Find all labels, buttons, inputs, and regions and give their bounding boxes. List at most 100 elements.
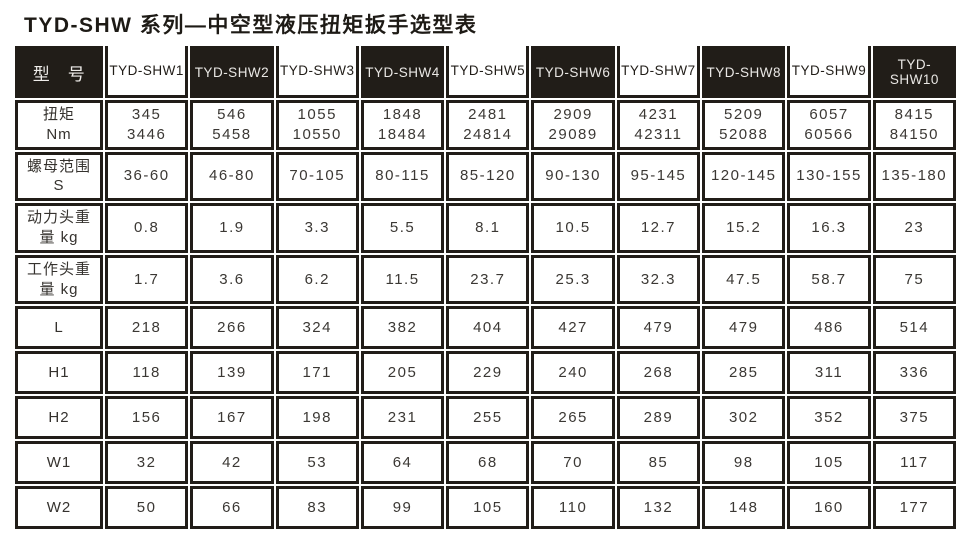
data-cell: 289 <box>616 396 701 440</box>
data-cell: 11.5 <box>360 254 445 305</box>
column-header-tyd-shw2: TYD-SHW2 <box>190 46 274 98</box>
table-row: 螺母范围 S 36-60 46-80 70-105 80-115 85-120 90-130… <box>15 151 956 202</box>
data-cell: 205 <box>360 351 445 395</box>
row-label: W1 <box>15 441 103 485</box>
data-cell: 58.7 <box>787 254 871 305</box>
data-cell: 302 <box>702 396 786 440</box>
table-row: H1 118 139 171 205 229 240 268 285 311 336 <box>15 351 956 395</box>
data-cell: 266 <box>190 306 274 350</box>
data-cell: 130-155 <box>787 151 871 202</box>
table-row: H2 156 167 198 231 255 265 289 302 352 375 <box>15 396 956 440</box>
data-cell: 546 5458 <box>190 100 274 150</box>
data-cell: 99 <box>360 486 445 530</box>
data-cell: 167 <box>190 396 274 440</box>
data-cell: 85 <box>616 441 701 485</box>
table-row: 工作头重 量 kg 1.7 3.6 6.2 11.5 23.7 25.3 32.3 47.5 58… <box>15 254 956 305</box>
table-row: 动力头重 量 kg 0.8 1.9 3.3 5.5 8.1 10.5 12.7 15.2 16.3… <box>15 203 956 253</box>
header-row: 型 号 TYD-SHW1 TYD-SHW2 TYD-SHW3 TYD-SHW4 TYD-… <box>15 46 956 98</box>
data-cell: 479 <box>616 306 701 350</box>
data-cell: 268 <box>616 351 701 395</box>
table-row: 扭矩 Nm 345 3446 546 5458 1055 10550 1848 1848… <box>15 100 956 150</box>
data-cell: 66 <box>190 486 274 530</box>
data-cell: 1848 18484 <box>360 100 445 150</box>
data-cell: 255 <box>446 396 530 440</box>
data-cell: 2481 24814 <box>446 100 530 150</box>
data-cell: 64 <box>360 441 445 485</box>
data-cell: 1.9 <box>190 203 274 253</box>
data-cell: 3.3 <box>275 203 359 253</box>
row-label: H1 <box>15 351 103 395</box>
data-cell: 68 <box>446 441 530 485</box>
column-header-tyd-shw10: TYD-SHW10 <box>872 46 956 98</box>
data-cell: 75 <box>872 254 956 305</box>
data-cell: 5209 52088 <box>702 100 786 150</box>
data-cell: 98 <box>702 441 786 485</box>
column-header-tyd-shw6: TYD-SHW6 <box>531 46 615 98</box>
data-cell: 135-180 <box>872 151 956 202</box>
data-cell: 2909 29089 <box>531 100 615 150</box>
data-cell: 15.2 <box>702 203 786 253</box>
data-cell: 46-80 <box>190 151 274 202</box>
selection-table: 型 号 TYD-SHW1 TYD-SHW2 TYD-SHW3 TYD-SHW4 TYD-… <box>13 44 958 532</box>
data-cell: 6057 60566 <box>787 100 871 150</box>
data-cell: 156 <box>105 396 189 440</box>
data-cell: 120-145 <box>702 151 786 202</box>
model-corner-cell: 型 号 <box>15 46 103 98</box>
data-cell: 117 <box>872 441 956 485</box>
page-title: TYD-SHW 系列—中空型液压扭矩扳手选型表 <box>24 14 478 37</box>
data-cell: 177 <box>872 486 956 530</box>
column-header-tyd-shw1: TYD-SHW1 <box>105 46 189 98</box>
row-label: 螺母范围 S <box>15 151 103 202</box>
data-cell: 36-60 <box>105 151 189 202</box>
data-cell: 479 <box>702 306 786 350</box>
data-cell: 132 <box>616 486 701 530</box>
data-cell: 42 <box>190 441 274 485</box>
data-cell: 1.7 <box>105 254 189 305</box>
data-cell: 404 <box>446 306 530 350</box>
data-cell: 10.5 <box>531 203 615 253</box>
data-cell: 265 <box>531 396 615 440</box>
column-header-tyd-shw9: TYD-SHW9 <box>787 46 871 98</box>
data-cell: 285 <box>702 351 786 395</box>
data-cell: 118 <box>105 351 189 395</box>
data-cell: 90-130 <box>531 151 615 202</box>
data-cell: 427 <box>531 306 615 350</box>
table-row: W2 50 66 83 99 105 110 132 148 160 177 <box>15 486 956 530</box>
row-label: 扭矩 Nm <box>15 100 103 150</box>
data-cell: 83 <box>275 486 359 530</box>
table-body: 扭矩 Nm 345 3446 546 5458 1055 10550 1848 1848… <box>15 100 956 530</box>
row-label: H2 <box>15 396 103 440</box>
data-cell: 23 <box>872 203 956 253</box>
data-cell: 382 <box>360 306 445 350</box>
row-label: L <box>15 306 103 350</box>
data-cell: 110 <box>531 486 615 530</box>
data-cell: 171 <box>275 351 359 395</box>
data-cell: 229 <box>446 351 530 395</box>
data-cell: 8415 84150 <box>872 100 956 150</box>
row-label: 动力头重 量 kg <box>15 203 103 253</box>
data-cell: 105 <box>787 441 871 485</box>
data-cell: 25.3 <box>531 254 615 305</box>
data-cell: 4231 42311 <box>616 100 701 150</box>
data-cell: 3.6 <box>190 254 274 305</box>
data-cell: 231 <box>360 396 445 440</box>
table-row: L 218 266 324 382 404 427 479 479 486 514 <box>15 306 956 350</box>
data-cell: 95-145 <box>616 151 701 202</box>
row-label: 工作头重 量 kg <box>15 254 103 305</box>
data-cell: 12.7 <box>616 203 701 253</box>
data-cell: 8.1 <box>446 203 530 253</box>
data-cell: 50 <box>105 486 189 530</box>
data-cell: 32.3 <box>616 254 701 305</box>
data-cell: 85-120 <box>446 151 530 202</box>
data-cell: 375 <box>872 396 956 440</box>
data-cell: 345 3446 <box>105 100 189 150</box>
data-cell: 324 <box>275 306 359 350</box>
row-label: W2 <box>15 486 103 530</box>
data-cell: 311 <box>787 351 871 395</box>
data-cell: 32 <box>105 441 189 485</box>
data-cell: 23.7 <box>446 254 530 305</box>
data-cell: 105 <box>446 486 530 530</box>
column-header-tyd-shw4: TYD-SHW4 <box>360 46 445 98</box>
data-cell: 5.5 <box>360 203 445 253</box>
